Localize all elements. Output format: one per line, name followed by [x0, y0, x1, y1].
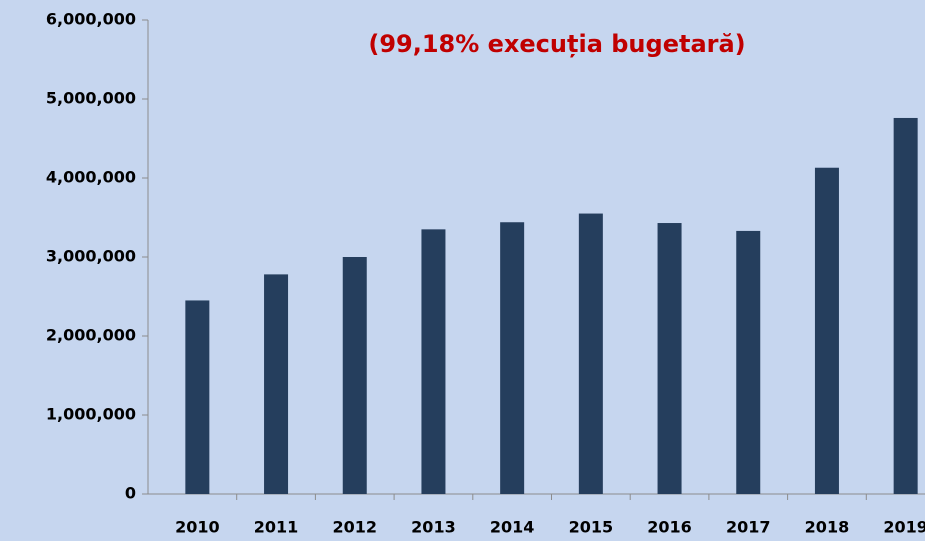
annotation: (99,18% execuția bugetară): [368, 30, 745, 58]
bar: [578, 213, 603, 495]
bar: [264, 274, 289, 494]
bar: [185, 300, 210, 494]
y-tick-label: 4,000,000: [46, 168, 136, 187]
x-tick-label: 2019: [883, 518, 925, 537]
y-tick-label: 6,000,000: [46, 10, 136, 29]
bar: [814, 167, 839, 495]
y-tick-label: 0: [125, 484, 136, 503]
x-tick-label: 2014: [490, 518, 535, 537]
y-tick-label: 5,000,000: [46, 89, 136, 108]
bar: [342, 257, 367, 494]
bar: [421, 229, 446, 494]
x-tick-label: 2018: [805, 518, 850, 537]
x-tick-label: 2010: [175, 518, 220, 537]
bar: [500, 222, 525, 495]
x-tick-label: 2015: [569, 518, 614, 537]
y-tick-label: 2,000,000: [46, 326, 136, 345]
y-tick-label: 1,000,000: [46, 405, 136, 424]
bar: [657, 223, 682, 494]
bar: [893, 117, 918, 495]
bar: [736, 230, 761, 494]
x-tick-label: 2012: [332, 518, 377, 537]
x-tick-label: 2011: [254, 518, 299, 537]
y-tick-label: 3,000,000: [46, 247, 136, 266]
x-tick-label: 2017: [726, 518, 771, 537]
x-tick-label: 2013: [411, 518, 456, 537]
x-tick-label: 2016: [647, 518, 692, 537]
